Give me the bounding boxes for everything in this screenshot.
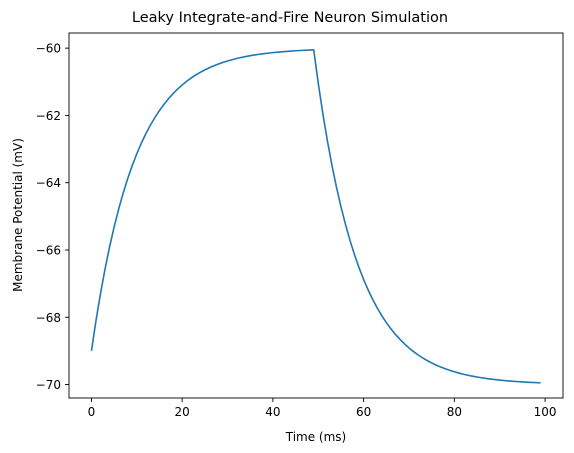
y-tick-label: −64 [36, 176, 61, 190]
y-axis-label: Membrane Potential (mV) [11, 138, 25, 292]
y-tick-label: −70 [36, 378, 61, 392]
y-tick-label: −62 [36, 109, 61, 123]
x-axis-label: Time (ms) [285, 430, 347, 444]
x-tick-label: 40 [265, 405, 280, 419]
x-tick-label: 0 [88, 405, 96, 419]
x-axis: 0 20 40 60 80 100 [88, 398, 557, 419]
x-tick-label: 20 [175, 405, 190, 419]
chart-title: Leaky Integrate-and-Fire Neuron Simulati… [132, 10, 448, 26]
x-tick-label: 60 [356, 405, 371, 419]
series-line [90, 49, 541, 384]
x-tick-label: 80 [447, 405, 462, 419]
x-tick-label: 100 [534, 405, 557, 419]
y-tick-label: −60 [36, 42, 61, 56]
y-axis: −70 −68 −66 −64 −62 −60 [36, 42, 69, 392]
y-tick-label: −68 [36, 311, 61, 325]
axes-frame [68, 32, 564, 399]
plot-area [68, 32, 564, 399]
y-tick-label: −66 [36, 243, 61, 257]
